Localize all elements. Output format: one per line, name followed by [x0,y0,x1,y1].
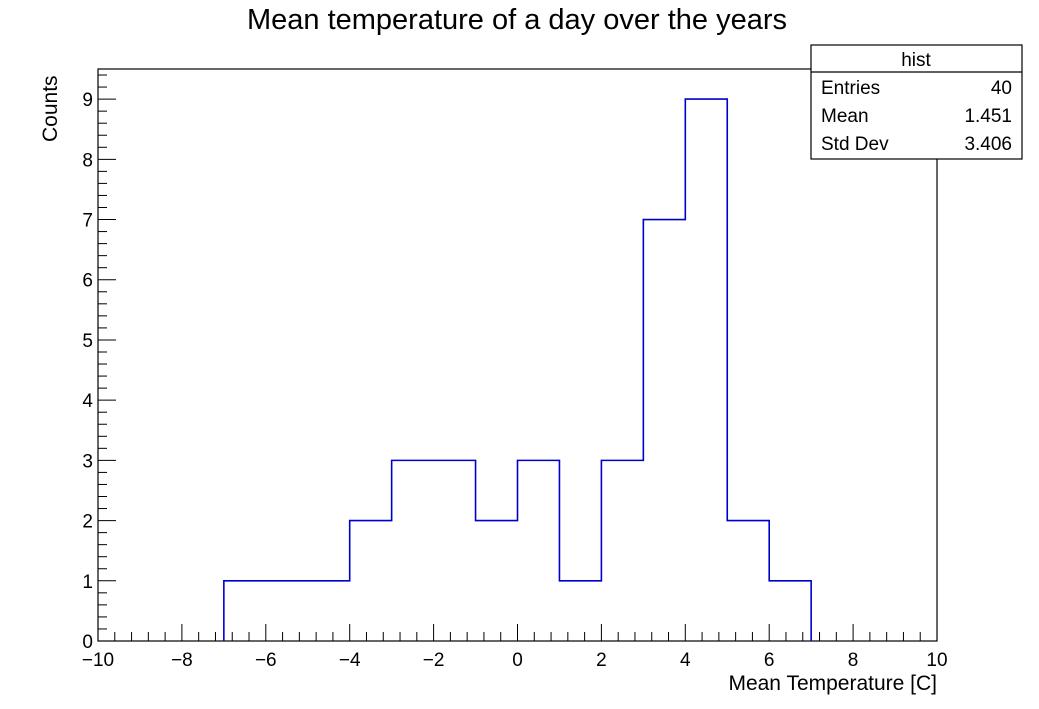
histogram-bin [350,521,392,641]
x-tick-label: 0 [512,650,523,671]
histogram-bin [308,581,350,641]
y-axis: 0 1 2 3 4 5 6 7 8 9 [82,74,116,653]
x-tick-label: −8 [171,650,193,671]
y-axis-title: Counts [39,75,62,142]
stats-entries-label: Entries [821,78,880,99]
histogram-bin [266,581,308,641]
stats-stddev-value: 3.406 [964,134,1012,155]
histogram-outline [223,98,812,641]
histogram-bin [224,581,266,641]
histogram-bin [727,521,769,641]
histogram-bin [643,220,685,641]
x-tick-label: 10 [926,650,947,671]
histogram-bin [769,581,811,641]
y-tick-label: 0 [82,632,93,653]
x-tick-label: −2 [423,650,445,671]
stats-box: hist Entries 40 Mean 1.451 Std Dev 3.406 [810,44,1023,160]
y-tick-label: 3 [82,451,93,472]
x-tick-label: 8 [848,650,859,671]
x-axis: −10 −8 −6 −4 −2 0 2 4 6 8 10 [82,624,948,671]
histogram-bin [476,521,518,641]
x-tick-label: −10 [82,650,114,671]
histogram-bin [685,99,727,641]
stats-mean-value: 1.451 [964,106,1012,127]
y-tick-label: 6 [82,271,93,292]
stats-box-title: hist [901,50,931,71]
stats-mean-label: Mean [821,106,869,127]
histogram-bin [601,460,643,641]
y-tick-label: 9 [82,90,93,111]
y-tick-label: 8 [82,150,93,171]
y-tick-label: 7 [82,211,93,232]
x-tick-label: −6 [255,650,277,671]
stats-entries-value: 40 [991,78,1012,99]
x-axis-title: Mean Temperature [C] [728,672,937,695]
y-tick-label: 2 [82,512,93,533]
chart-title: Mean temperature of a day over the years [247,4,787,36]
histogram-bin [434,460,476,641]
x-tick-label: 4 [680,650,691,671]
stats-box-frame [810,44,1023,160]
histogram-bin [518,460,560,641]
histogram-bin [392,460,434,641]
x-tick-label: −4 [339,650,361,671]
y-tick-label: 4 [82,391,93,412]
histogram-bin [559,581,601,641]
x-tick-label: 6 [764,650,775,671]
y-tick-label: 5 [82,331,93,352]
x-tick-label: 2 [596,650,607,671]
histogram-bins [224,99,811,641]
stats-stddev-label: Std Dev [821,134,889,155]
y-tick-label: 1 [82,572,93,593]
